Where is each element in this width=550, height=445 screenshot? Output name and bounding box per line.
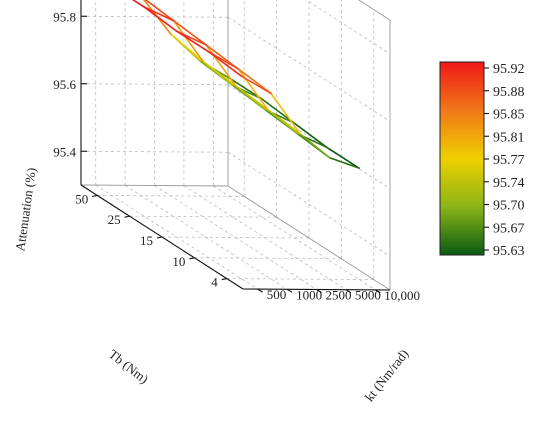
gridline-floor [194, 257, 342, 260]
kt-tick [257, 288, 263, 293]
tb-axis-label: Tb (Nm) [106, 346, 151, 386]
surface-segment [240, 75, 272, 95]
colorbar-tick-label: 95.70 [493, 199, 525, 214]
tb-tick [92, 194, 98, 197]
colorbar-tick-label: 95.67 [493, 221, 525, 236]
colorbar: 95.92 95.88 95.85 95.81 95.77 95.74 95.70 95.67… [439, 61, 525, 259]
surface-segment [234, 84, 269, 111]
box-edge [227, 185, 391, 291]
colorbar-tick-label: 95.88 [493, 85, 525, 100]
surface-segment [299, 133, 331, 159]
surface-segment [202, 60, 237, 87]
surface-segment [228, 77, 263, 100]
tb-axis-ticks: 4 10 15 25 50 [75, 191, 227, 290]
gridline-z [80, 15, 229, 18]
surface-wireframe [131, 0, 360, 169]
colorbar-tick-label: 95.92 [493, 62, 525, 77]
gridline-floor [97, 195, 245, 197]
gridline-floor [129, 215, 277, 218]
tb-tick-label: 10 [172, 254, 185, 269]
tb-tick-label: 4 [211, 275, 218, 290]
tb-tick-label: 50 [75, 191, 88, 206]
surface-segment [270, 92, 302, 135]
colorbar-tick-label: 95.63 [493, 244, 525, 259]
kt-tick-label: 5000 [355, 288, 381, 303]
surface-segment [143, 6, 175, 22]
colorbar-ticks: 95.92 95.88 95.85 95.81 95.77 95.74 95.70 95.67… [484, 62, 525, 259]
surface-segment [172, 19, 204, 63]
tb-tick-label: 25 [108, 212, 121, 227]
surface-segment [205, 44, 237, 87]
kt-tick [345, 289, 352, 294]
kt-tick-label: 500 [267, 287, 287, 302]
colorbar-gradient [439, 61, 485, 256]
surface-segment [267, 109, 302, 135]
colorbar-tick-label: 95.85 [493, 108, 525, 123]
tb-tick-label: 15 [140, 233, 153, 248]
surface-segment [175, 30, 210, 53]
tb-tick [156, 236, 163, 239]
kt-axis-label: kt (Nm/rad) [362, 346, 412, 404]
surface-segment [325, 146, 360, 169]
z-axis-ticks: 95.495.695.896.0 [53, 9, 87, 159]
gridline-z [227, 151, 391, 257]
z-tick-label: 95.4 [53, 144, 76, 159]
kt-tick-label: 1000 [296, 287, 322, 302]
kt-tick [375, 289, 381, 294]
surface-segment [144, 0, 175, 22]
axes-frame [80, 0, 391, 291]
box-edge [358, 0, 391, 21]
axis-box [80, 0, 391, 291]
kt-axis-ticks: 500 1000 2500 5000 10,000 [257, 287, 420, 303]
kt-tick-label: 2500 [326, 288, 352, 303]
z-tick-label: 95.6 [53, 77, 76, 92]
gridline-z [227, 16, 391, 122]
surface-segment [169, 33, 204, 63]
tb-tick [124, 215, 130, 218]
tb-tick [221, 278, 227, 281]
kt-tick-label: 10,000 [384, 288, 420, 303]
surface-segment [172, 19, 207, 46]
gridline-z [305, 0, 391, 55]
gridline-floor [161, 236, 310, 239]
surface-segment [143, 6, 178, 33]
kt-tick [286, 288, 293, 293]
colorbar-tick-label: 95.81 [493, 130, 525, 145]
gridline-z [80, 150, 229, 153]
kt-tick [316, 289, 322, 293]
box-edge [80, 184, 229, 187]
surface-segment [237, 68, 269, 111]
z-tick-label: 95.8 [53, 9, 76, 24]
surface-segment [328, 157, 360, 169]
surface-segment [293, 122, 328, 149]
colorbar-tick-label: 95.77 [493, 153, 525, 168]
surface-segment [131, 0, 146, 8]
colorbar-tick-label: 95.74 [493, 176, 525, 191]
z-axis-label: Attenuation (%) [12, 167, 39, 252]
tb-tick [189, 257, 195, 260]
gridline-floor [226, 278, 374, 280]
gridline-z [80, 83, 229, 86]
surface-segment [208, 51, 243, 77]
